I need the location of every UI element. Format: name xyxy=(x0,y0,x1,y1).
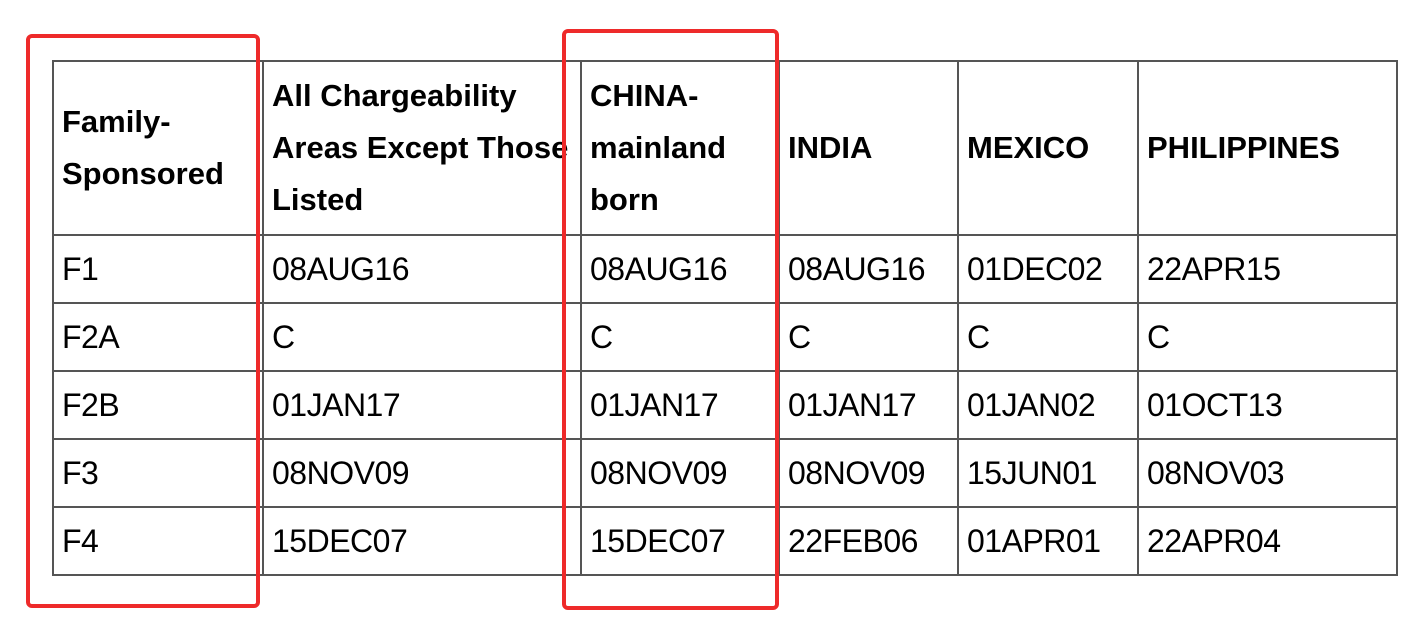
date-cell: 15DEC07 xyxy=(580,506,780,576)
date-cell: 08NOV09 xyxy=(262,438,582,508)
category-cell: F3 xyxy=(52,438,264,508)
column-header: PHILIPPINES xyxy=(1137,60,1398,236)
date-cell: C xyxy=(262,302,582,372)
date-cell: 08AUG16 xyxy=(262,234,582,304)
table-row: F3 08NOV09 08NOV09 08NOV09 15JUN01 08NOV03 xyxy=(52,438,1398,508)
date-cell: C xyxy=(957,302,1139,372)
date-cell: C xyxy=(580,302,780,372)
date-cell: 08NOV09 xyxy=(580,438,780,508)
visa-bulletin-table: Family-Sponsored All Chargeability Areas … xyxy=(52,60,1398,576)
highlight-box xyxy=(26,34,260,608)
category-cell: F4 xyxy=(52,506,264,576)
date-cell: 08NOV03 xyxy=(1137,438,1398,508)
date-cell: 01JAN02 xyxy=(957,370,1139,440)
column-header: INDIA xyxy=(778,60,959,236)
date-cell: 08NOV09 xyxy=(778,438,959,508)
table-row: F2A C C C C C xyxy=(52,302,1398,372)
date-cell: 01OCT13 xyxy=(1137,370,1398,440)
header-row: Family-Sponsored All Chargeability Areas … xyxy=(52,60,1398,236)
date-cell: 01DEC02 xyxy=(957,234,1139,304)
date-cell: 22FEB06 xyxy=(778,506,959,576)
date-cell: 22APR15 xyxy=(1137,234,1398,304)
table-row: F2B 01JAN17 01JAN17 01JAN17 01JAN02 01OCT13 xyxy=(52,370,1398,440)
date-cell: 08AUG16 xyxy=(778,234,959,304)
date-cell: 01APR01 xyxy=(957,506,1139,576)
date-cell: C xyxy=(778,302,959,372)
column-header: MEXICO xyxy=(957,60,1139,236)
date-cell: 01JAN17 xyxy=(778,370,959,440)
column-header: Family-Sponsored xyxy=(52,60,264,236)
column-header: CHINA-mainland born xyxy=(580,60,780,236)
date-cell: 01JAN17 xyxy=(262,370,582,440)
date-cell: 15JUN01 xyxy=(957,438,1139,508)
date-cell: 15DEC07 xyxy=(262,506,582,576)
table-body: F1 08AUG16 08AUG16 08AUG16 01DEC02 22APR15 F2A… xyxy=(52,234,1398,576)
date-cell: C xyxy=(1137,302,1398,372)
date-cell: 22APR04 xyxy=(1137,506,1398,576)
date-cell: 01JAN17 xyxy=(580,370,780,440)
column-header: All Chargeability Areas Except Those Lis… xyxy=(262,60,582,236)
table-row: F4 15DEC07 15DEC07 22FEB06 01APR01 22APR04 xyxy=(52,506,1398,576)
category-cell: F2A xyxy=(52,302,264,372)
highlight-box xyxy=(562,29,779,610)
date-cell: 08AUG16 xyxy=(580,234,780,304)
category-cell: F2B xyxy=(52,370,264,440)
table-row: F1 08AUG16 08AUG16 08AUG16 01DEC02 22APR15 xyxy=(52,234,1398,304)
category-cell: F1 xyxy=(52,234,264,304)
